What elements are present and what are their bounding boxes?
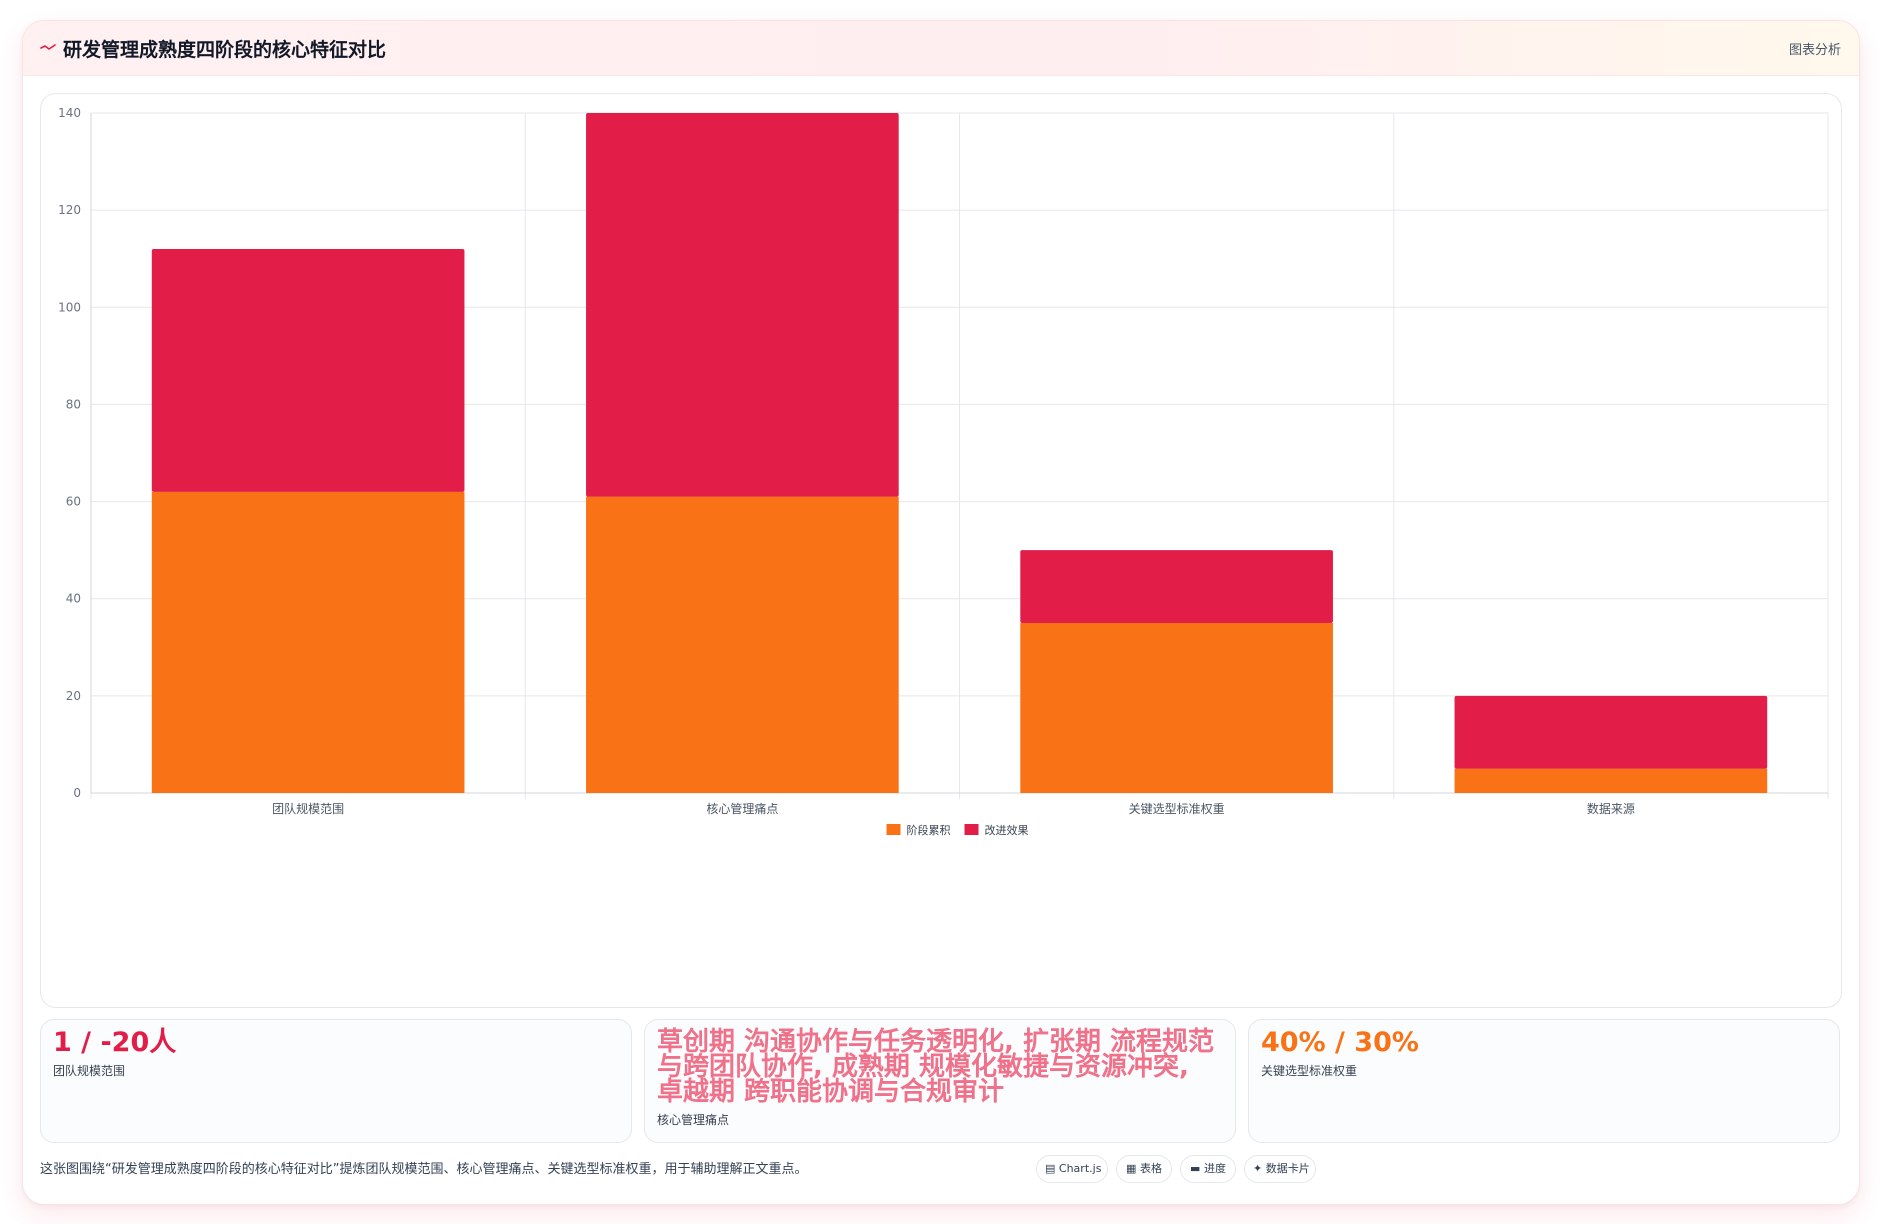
tag-chartjs[interactable]: ▤ Chart.js bbox=[1036, 1155, 1108, 1183]
legend-swatch bbox=[964, 824, 979, 835]
bar-segment-stage bbox=[1454, 768, 1768, 793]
summary-card-team-size: 1 / -20人 团队规模范围 bbox=[40, 1019, 632, 1143]
bar-segment-effect bbox=[151, 249, 465, 492]
y-tick-label: 40 bbox=[66, 592, 81, 606]
bar-segment-effect bbox=[1454, 695, 1768, 769]
chart-panel: 研发管理成熟度四阶段的核心特征对比 图表分析 0 20 40 60 80 100 120 14… bbox=[22, 20, 1860, 1205]
y-tick-label: 80 bbox=[66, 397, 81, 411]
chart-analysis-link[interactable]: 图表分析 bbox=[1788, 43, 1841, 58]
bar-segment-effect bbox=[586, 113, 899, 497]
card-label: 团队规模范围 bbox=[53, 1064, 126, 1078]
y-tick-label: 60 bbox=[66, 495, 81, 509]
legend-label: 阶段累积 bbox=[907, 823, 951, 837]
x-tick-label: 数据来源 bbox=[1587, 801, 1635, 816]
card-value: 1 / -20人 bbox=[53, 1027, 177, 1058]
tag-table[interactable]: ▦ 表格 bbox=[1116, 1155, 1172, 1183]
tag-label: 进度 bbox=[1203, 1162, 1226, 1175]
bar-segment-stage bbox=[151, 491, 465, 793]
card-label: 关键选型标准权重 bbox=[1261, 1064, 1358, 1078]
y-tick-label: 100 bbox=[58, 300, 81, 314]
summary-card-selection-weight: 40% / 30% 关键选型标准权重 bbox=[1248, 1019, 1840, 1143]
bar-segment-stage bbox=[586, 496, 899, 793]
bar-segment-stage bbox=[1020, 623, 1333, 793]
panel-header: 研发管理成熟度四阶段的核心特征对比 图表分析 bbox=[23, 21, 1859, 76]
card-value: 草创期 沟通协作与任务透明化, 扩张期 流程规范与跨团队协作, 成熟期 规模化敏… bbox=[657, 1027, 1215, 1107]
summary-cards: 1 / -20人 团队规模范围 草创期 沟通协作与任务透明化, 扩张期 流程规范… bbox=[40, 1019, 1840, 1143]
x-tick-label: 核心管理痛点 bbox=[706, 801, 778, 816]
sparkle-icon: ✦ bbox=[1253, 1162, 1263, 1175]
x-tick-label: 团队规模范围 bbox=[272, 801, 344, 816]
legend-swatch bbox=[886, 824, 901, 835]
chart-container: 0 20 40 60 80 100 120 140 团队规模范围 核心管理痛点 关键选型标准权重 数据… bbox=[40, 93, 1842, 1008]
legend-label: 改进效果 bbox=[985, 823, 1029, 837]
stacked-bar-chart: 0 20 40 60 80 100 120 140 团队规模范围 核心管理痛点 关键选型标准权重 数据… bbox=[58, 106, 1829, 837]
y-tick-label: 20 bbox=[66, 689, 81, 703]
y-tick-label: 140 bbox=[58, 106, 81, 120]
tag-progress[interactable]: ▬ 进度 bbox=[1180, 1155, 1236, 1183]
card-label: 核心管理痛点 bbox=[657, 1113, 730, 1127]
tag-label: Chart.js bbox=[1058, 1162, 1102, 1175]
chart-icon: ▤ bbox=[1045, 1162, 1056, 1175]
bar-segment-effect bbox=[1020, 550, 1333, 623]
tag-label: 表格 bbox=[1139, 1162, 1162, 1175]
panel-title: 研发管理成熟度四阶段的核心特征对比 bbox=[63, 39, 387, 61]
y-tick-label: 120 bbox=[58, 203, 81, 217]
x-tick-label: 关键选型标准权重 bbox=[1129, 802, 1225, 816]
tag-label: 数据卡片 bbox=[1265, 1162, 1310, 1175]
summary-card-pain-points: 草创期 沟通协作与任务透明化, 扩张期 流程规范与跨团队协作, 成熟期 规模化敏… bbox=[644, 1019, 1236, 1143]
card-value: 40% / 30% bbox=[1261, 1027, 1419, 1058]
tag-data-cards[interactable]: ✦ 数据卡片 bbox=[1244, 1155, 1316, 1183]
progress-icon: ▬ bbox=[1190, 1162, 1201, 1175]
trend-line-icon bbox=[40, 44, 56, 50]
table-icon: ▦ bbox=[1126, 1162, 1137, 1175]
y-tick-label: 0 bbox=[73, 786, 81, 800]
chart-description: 这张图围绕“研发管理成熟度四阶段的核心特征对比”提炼团队规模范围、核心管理痛点、… bbox=[40, 1162, 808, 1177]
